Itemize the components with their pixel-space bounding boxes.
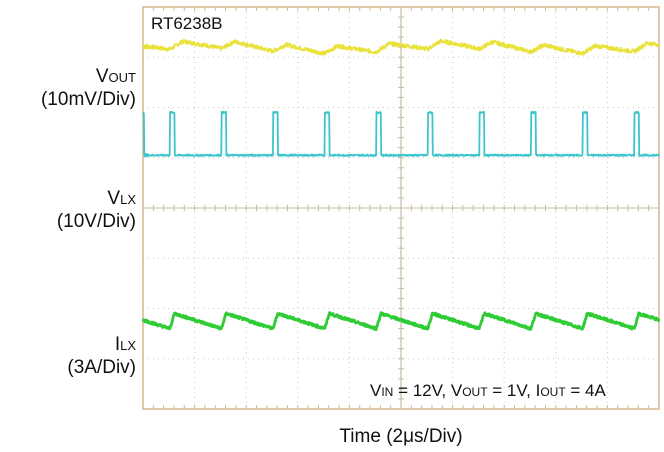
- series-label-vlx: VLX (10V/Div): [56, 188, 136, 232]
- ground-marker-vout: [144, 45, 148, 50]
- ground-marker-vlx: [144, 153, 148, 158]
- test-conditions: VIN = 12V, VOUT = 1V, IOUT = 4A: [370, 381, 606, 400]
- device-label: RT6238B: [151, 14, 223, 33]
- traces: [141, 38, 661, 332]
- ground-marker-ilx: [144, 319, 148, 324]
- trace-vout: [142, 38, 660, 56]
- series-label-vout: VOUT (10mV/Div): [40, 66, 136, 110]
- grid: [142, 6, 660, 410]
- x-axis-label: Time (2μs/Div): [339, 426, 463, 447]
- series-label-ilx: ILX (3A/Div): [67, 334, 136, 378]
- trace-vlx: [142, 110, 660, 157]
- trace-ilx: [141, 311, 661, 332]
